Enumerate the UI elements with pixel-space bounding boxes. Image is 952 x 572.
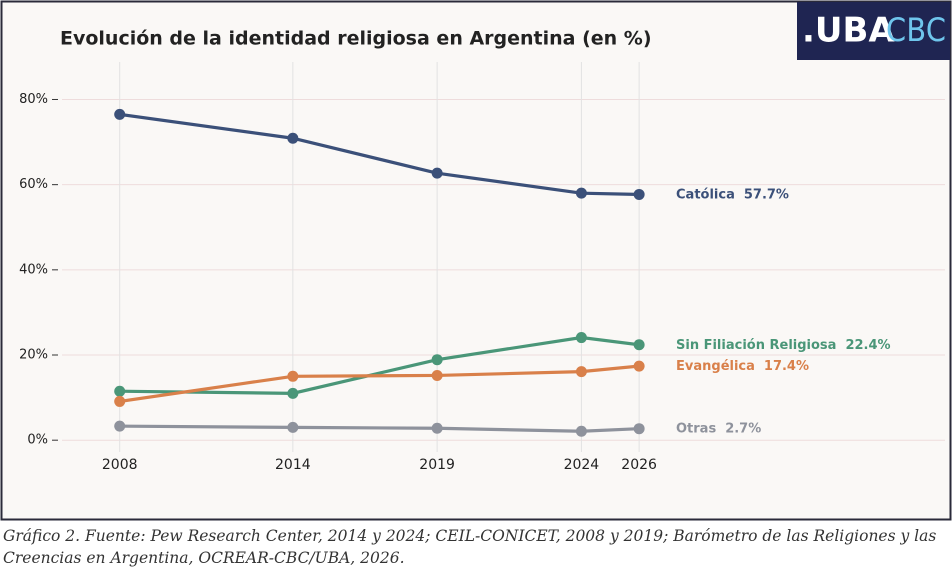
data-point: [287, 370, 299, 382]
series-name: Católica: [676, 187, 735, 202]
data-point: [114, 385, 126, 397]
data-point: [431, 167, 443, 179]
value-label: 17.4%: [764, 359, 809, 374]
chart-frame: [0, 0, 952, 521]
data-point: [575, 332, 587, 344]
y-tick-label: 0%: [27, 433, 48, 448]
value-label: 2.7%: [725, 421, 761, 436]
data-point: [287, 132, 299, 144]
y-tick-label: 20%: [19, 348, 48, 363]
x-tick-label: 2026: [621, 457, 657, 473]
data-point: [575, 425, 587, 437]
x-tick-label: 2014: [275, 457, 311, 473]
caption: Gráfico 2. Fuente: Pew Research Center, …: [3, 527, 937, 567]
x-tick-label: 2008: [102, 457, 138, 473]
series-label: Sin Filiación Religiosa 22.4%: [676, 337, 891, 352]
logo-right: CBC: [886, 11, 946, 49]
chart-title: Evolución de la identidad religiosa en A…: [60, 28, 652, 50]
data-point: [633, 339, 645, 351]
chart: Evolución de la identidad religiosa en A…: [0, 0, 952, 521]
data-point: [431, 422, 443, 434]
data-point: [287, 387, 299, 399]
logo-left: .UBA: [802, 11, 895, 51]
series-label: Católica 57.7%: [676, 187, 789, 202]
data-point: [575, 366, 587, 378]
data-point: [114, 108, 126, 120]
series-name: Otras: [676, 421, 716, 436]
data-point: [575, 187, 587, 199]
y-tick-label: 60%: [19, 177, 48, 192]
data-point: [633, 423, 645, 435]
data-point: [114, 420, 126, 432]
value-label: 22.4%: [845, 337, 890, 352]
data-point: [114, 395, 126, 407]
data-point: [431, 354, 443, 366]
value-label: 57.7%: [744, 187, 789, 202]
series-label: Evangélica 17.4%: [676, 359, 809, 374]
data-point: [431, 369, 443, 381]
data-point: [287, 421, 299, 433]
series-name: Evangélica: [676, 359, 755, 374]
x-tick-label: 2024: [564, 457, 600, 473]
series-label: Otras 2.7%: [676, 421, 761, 436]
series-name: Sin Filiación Religiosa: [676, 337, 836, 352]
x-tick-label: 2019: [419, 457, 455, 473]
data-point: [633, 188, 645, 200]
y-tick-label: 40%: [19, 262, 48, 277]
data-point: [633, 360, 645, 372]
y-tick-label: 80%: [19, 92, 48, 107]
logo-box: [797, 2, 950, 60]
